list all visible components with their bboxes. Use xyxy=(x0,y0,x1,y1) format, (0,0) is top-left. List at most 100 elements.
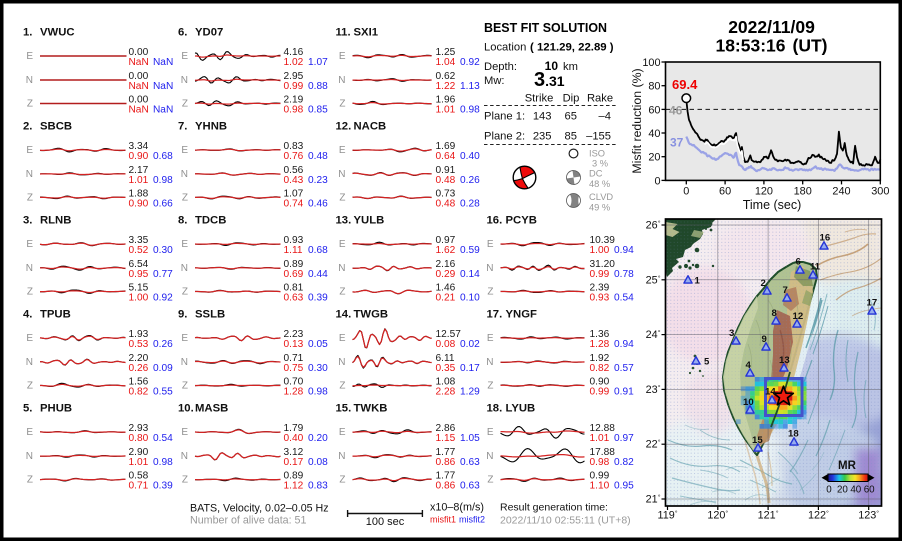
svg-text:0.82: 0.82 xyxy=(590,363,610,374)
svg-text:0.92: 0.92 xyxy=(460,57,480,68)
svg-text:0.97: 0.97 xyxy=(614,433,634,444)
svg-text:122°: 122° xyxy=(808,510,829,522)
svg-text:SBCB: SBCB xyxy=(40,121,72,133)
svg-text:NaN: NaN xyxy=(129,57,149,68)
svg-text:0.98: 0.98 xyxy=(153,175,173,186)
svg-text:1.36: 1.36 xyxy=(590,329,610,340)
svg-text:Depth:: Depth: xyxy=(484,61,517,73)
svg-text:1.07: 1.07 xyxy=(308,57,328,68)
svg-text:0.90: 0.90 xyxy=(129,151,149,162)
svg-text:0.99: 0.99 xyxy=(590,269,610,280)
svg-text:Z: Z xyxy=(27,99,33,110)
svg-text:10.39: 10.39 xyxy=(590,235,616,246)
svg-text:0.83: 0.83 xyxy=(284,141,304,152)
svg-text:E: E xyxy=(181,239,188,250)
svg-text:YNGF: YNGF xyxy=(506,309,537,321)
svg-text:2: 2 xyxy=(761,278,766,289)
svg-text:0.26: 0.26 xyxy=(129,363,149,374)
svg-text:0.73: 0.73 xyxy=(436,188,456,199)
svg-text:0.46: 0.46 xyxy=(308,198,328,209)
svg-text:0.82: 0.82 xyxy=(614,457,634,468)
svg-text:0.00: 0.00 xyxy=(129,71,149,82)
svg-text:0.98: 0.98 xyxy=(153,457,173,468)
svg-text:Z: Z xyxy=(27,475,33,486)
svg-text:Z: Z xyxy=(339,287,345,298)
svg-text:0.30: 0.30 xyxy=(308,363,328,374)
svg-text:2.86: 2.86 xyxy=(436,423,456,434)
svg-text:0.98: 0.98 xyxy=(284,104,304,115)
svg-text:60: 60 xyxy=(719,186,731,198)
svg-text:–155: –155 xyxy=(586,131,611,143)
svg-text:E: E xyxy=(339,333,346,344)
svg-text:E: E xyxy=(26,51,33,62)
svg-text:11: 11 xyxy=(810,262,821,273)
svg-text:BEST FIT SOLUTION: BEST FIT SOLUTION xyxy=(484,21,607,35)
svg-text:x10–8(m/s): x10–8(m/s) xyxy=(430,502,484,514)
svg-text:0.74: 0.74 xyxy=(284,198,304,209)
svg-text:N: N xyxy=(181,451,188,462)
svg-text:0.78: 0.78 xyxy=(614,269,634,280)
svg-text:0: 0 xyxy=(654,175,660,187)
svg-text:5.: 5. xyxy=(23,403,32,415)
svg-text:1.12: 1.12 xyxy=(284,480,304,491)
svg-text:26°: 26° xyxy=(646,220,661,232)
svg-text:0.98: 0.98 xyxy=(460,104,480,115)
svg-text:0.70: 0.70 xyxy=(284,376,304,387)
svg-text:0.08: 0.08 xyxy=(436,339,456,350)
svg-text:E: E xyxy=(339,239,346,250)
svg-text:Z: Z xyxy=(27,287,33,298)
svg-text:0.13: 0.13 xyxy=(284,339,304,350)
svg-text:Rake: Rake xyxy=(587,93,613,105)
svg-text:0.21: 0.21 xyxy=(436,292,456,303)
svg-text:E: E xyxy=(181,145,188,156)
svg-text:6.: 6. xyxy=(178,27,187,39)
svg-text:17: 17 xyxy=(867,298,878,309)
svg-text:1.56: 1.56 xyxy=(129,376,149,387)
svg-text:0.39: 0.39 xyxy=(308,292,328,303)
svg-text:1.15: 1.15 xyxy=(436,433,456,444)
svg-text:CLVD: CLVD xyxy=(589,192,613,202)
svg-text:0.99: 0.99 xyxy=(590,470,610,481)
svg-text:10.: 10. xyxy=(178,403,194,415)
svg-text:N: N xyxy=(338,263,345,274)
svg-text:N: N xyxy=(181,263,188,274)
svg-text:121°: 121° xyxy=(758,510,779,522)
svg-text:143: 143 xyxy=(533,111,552,123)
svg-text:235: 235 xyxy=(533,131,552,143)
svg-text:Z: Z xyxy=(27,381,33,392)
svg-text:0.92: 0.92 xyxy=(153,292,173,303)
svg-text:Z: Z xyxy=(182,381,188,392)
svg-text:Z: Z xyxy=(27,193,33,204)
svg-text:0.62: 0.62 xyxy=(436,71,456,82)
svg-text:69.4: 69.4 xyxy=(672,77,698,92)
svg-text:0.88: 0.88 xyxy=(308,81,328,92)
svg-text:0.97: 0.97 xyxy=(436,235,456,246)
svg-text:0.99: 0.99 xyxy=(590,386,610,397)
svg-text:120: 120 xyxy=(755,186,773,198)
svg-text:3 %: 3 % xyxy=(592,159,608,169)
svg-text:0.17: 0.17 xyxy=(460,363,480,374)
svg-text:Z: Z xyxy=(487,475,493,486)
svg-text:ISO: ISO xyxy=(589,149,605,159)
svg-text:22°: 22° xyxy=(646,439,661,451)
svg-text:0.93: 0.93 xyxy=(590,292,610,303)
svg-text:0.05: 0.05 xyxy=(308,339,328,350)
svg-text:1.02: 1.02 xyxy=(284,57,304,68)
svg-text:0.20: 0.20 xyxy=(308,433,328,444)
svg-text:4: 4 xyxy=(746,360,752,371)
svg-text:100: 100 xyxy=(642,57,660,69)
svg-text:0.77: 0.77 xyxy=(153,269,173,280)
svg-text:0.90: 0.90 xyxy=(129,198,149,209)
svg-text:6.54: 6.54 xyxy=(129,259,149,270)
svg-text:N: N xyxy=(338,357,345,368)
svg-text:0.83: 0.83 xyxy=(308,480,328,491)
svg-text:0.63: 0.63 xyxy=(460,457,480,468)
svg-text:TPUB: TPUB xyxy=(40,309,71,321)
svg-text:1.10: 1.10 xyxy=(590,480,610,491)
svg-text:km: km xyxy=(563,61,578,73)
svg-text:0.80: 0.80 xyxy=(129,433,149,444)
svg-text:14.: 14. xyxy=(336,309,352,321)
svg-text:123°: 123° xyxy=(858,510,879,522)
svg-text:Z: Z xyxy=(182,193,188,204)
svg-text:5: 5 xyxy=(704,357,710,368)
